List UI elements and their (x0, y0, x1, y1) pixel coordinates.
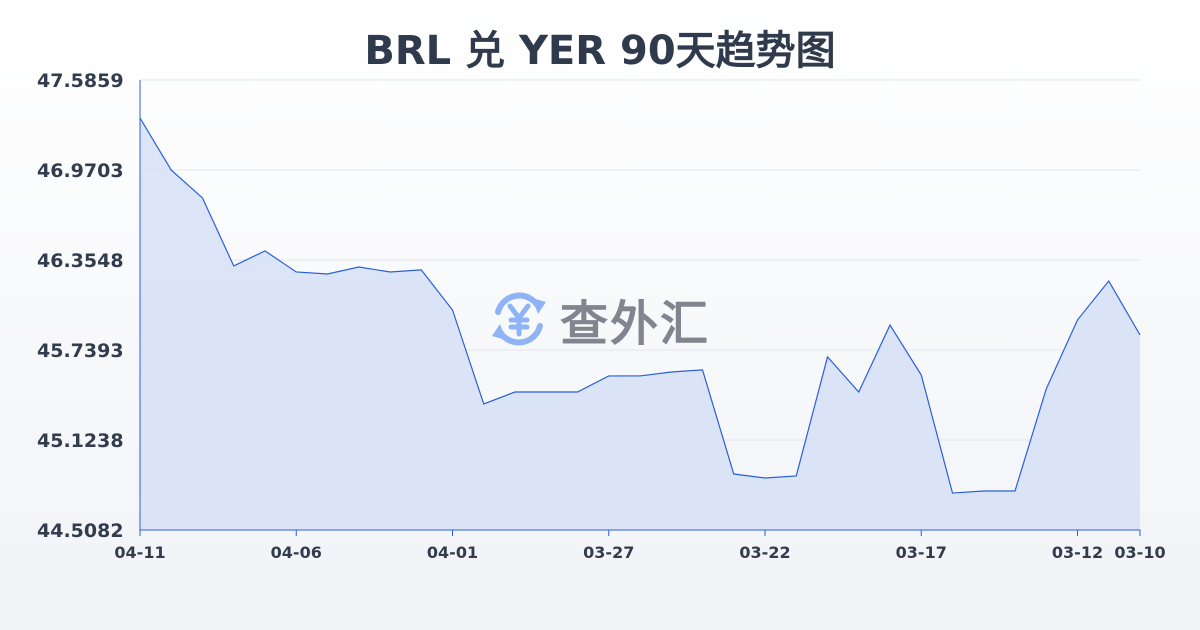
x-tick-label: 03-12 (1052, 543, 1103, 562)
chart-title: BRL 兑 YER 90天趋势图 (364, 28, 836, 74)
watermark-text: 查外汇 (560, 296, 711, 352)
x-tick-label: 03-22 (739, 543, 790, 562)
x-tick-label: 04-06 (271, 543, 322, 562)
x-tick-label: 03-27 (583, 543, 634, 562)
x-tick-label: 04-11 (114, 543, 165, 562)
y-tick-label: 45.1238 (37, 430, 124, 452)
x-tick-label: 04-01 (427, 543, 478, 562)
area-fill (140, 118, 1140, 530)
watermark: 查外汇 (488, 284, 710, 354)
x-tick-label: 03-17 (896, 543, 947, 562)
y-tick-label: 45.7393 (37, 340, 124, 362)
y-tick-label: 44.5082 (37, 520, 124, 542)
y-tick-label: 47.5859 (37, 70, 124, 92)
y-tick-label: 46.9703 (37, 160, 124, 182)
x-tick-label: 03-10 (1114, 543, 1165, 562)
y-tick-label: 46.3548 (37, 250, 124, 272)
currency-exchange-icon (492, 292, 546, 346)
